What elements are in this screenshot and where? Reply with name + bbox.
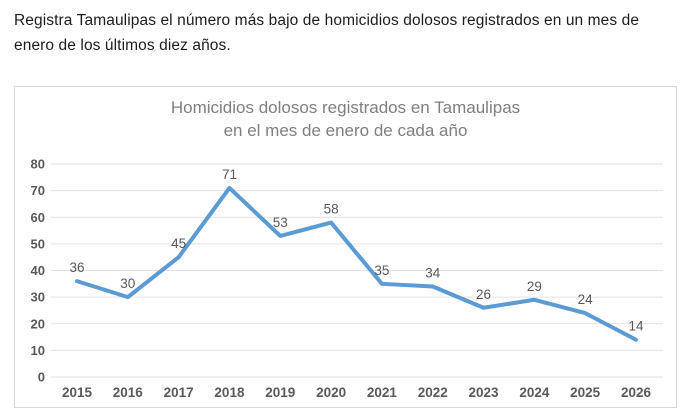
x-axis-label: 2020 <box>316 385 346 400</box>
x-axis-label: 2026 <box>621 385 652 400</box>
data-point-label: 34 <box>425 265 441 280</box>
data-point-label: 30 <box>120 276 135 291</box>
y-tick-label: 10 <box>31 343 45 358</box>
x-axis-label: 2016 <box>113 385 144 400</box>
line-chart-svg: 0 10 20 30 40 50 60 70 80 2015 2016 2017 2018 2019 202… <box>31 157 663 400</box>
data-point-label: 26 <box>476 287 491 302</box>
x-axis-label: 2025 <box>570 385 601 400</box>
y-tick-label: 40 <box>31 263 45 278</box>
x-axis-label: 2017 <box>164 385 194 400</box>
data-point-label: 24 <box>578 292 594 307</box>
data-point-label: 58 <box>324 202 339 217</box>
data-point-label: 36 <box>69 260 84 275</box>
headline-text: Registra Tamaulipas el número más bajo d… <box>14 12 640 54</box>
x-axis-label: 2021 <box>367 385 398 400</box>
x-axis-label: 2023 <box>469 385 500 400</box>
x-axis-label: 2018 <box>214 385 245 400</box>
data-point-label: 53 <box>273 215 288 230</box>
data-series-line <box>75 185 638 342</box>
data-point-label: 29 <box>527 279 542 294</box>
chart-container: Homicidios dolosos registrados en Tamaul… <box>14 86 677 408</box>
chart-title-line2: en el mes de enero de cada año <box>223 121 468 141</box>
chart-title-line1: Homicidios dolosos registrados en Tamaul… <box>170 98 521 117</box>
y-tick-label: 70 <box>31 183 45 198</box>
data-point-label: 35 <box>374 263 389 278</box>
data-point-label: 14 <box>628 319 644 334</box>
y-tick-label: 20 <box>31 316 45 331</box>
y-tick-label: 60 <box>31 210 45 225</box>
y-tick-label: 80 <box>31 157 45 172</box>
x-axis-label: 2015 <box>62 385 93 400</box>
x-axis-label: 2024 <box>519 385 550 400</box>
chart-title: Homicidios dolosos registrados en Tamaul… <box>15 96 676 143</box>
data-point-label: 71 <box>222 167 237 182</box>
x-axis-label: 2022 <box>418 385 448 400</box>
data-point-label: 45 <box>171 236 186 251</box>
y-tick-label: 0 <box>38 370 45 385</box>
x-axis-label: 2019 <box>265 385 295 400</box>
y-tick-label: 50 <box>31 236 45 251</box>
y-tick-label: 30 <box>31 290 45 305</box>
